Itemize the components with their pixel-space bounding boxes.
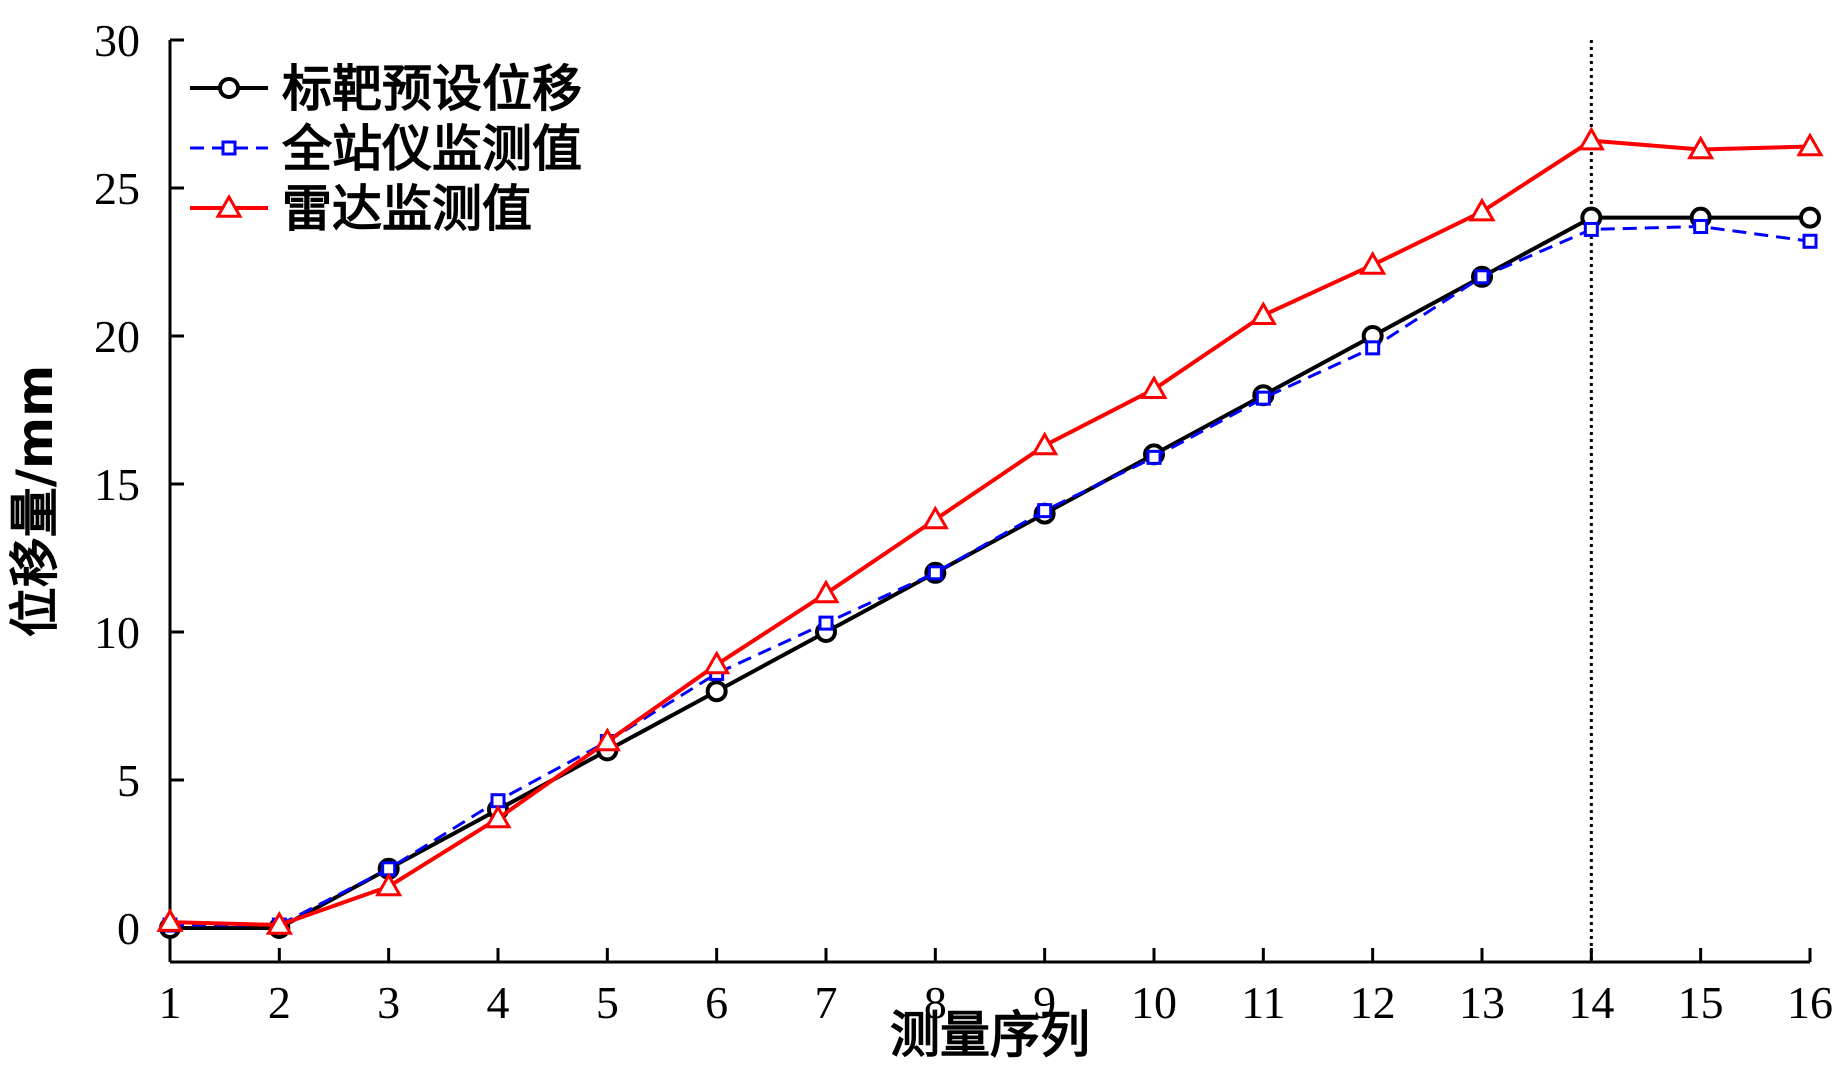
data-point (218, 77, 240, 99)
data-point (1359, 250, 1387, 275)
data-point (1687, 135, 1715, 160)
x-tick-label: 13 (1459, 977, 1505, 1028)
data-point (221, 140, 237, 156)
data-point (1031, 431, 1059, 456)
x-tick-label: 8 (924, 977, 947, 1028)
data-point (1140, 375, 1168, 400)
x-tick-label: 1 (159, 977, 182, 1028)
data-point (593, 727, 621, 752)
data-point (375, 872, 403, 897)
x-tick-label: 4 (487, 977, 510, 1028)
series-layer (156, 126, 1824, 939)
y-tick-label: 15 (94, 459, 140, 510)
x-tick-label: 11 (1241, 977, 1285, 1028)
y-tick-label: 5 (117, 755, 140, 806)
legend-label: 全站仪监测值 (281, 120, 582, 178)
series-1 (159, 206, 1821, 939)
data-point (1365, 340, 1381, 356)
data-point (1249, 301, 1277, 326)
data-point (703, 650, 731, 675)
series-line (170, 224, 1811, 927)
y-tick-label: 10 (94, 607, 140, 658)
legend-label: 雷达监测值 (282, 180, 532, 238)
y-tick-label: 30 (94, 15, 140, 66)
x-tick-label: 9 (1033, 977, 1056, 1028)
data-point (1037, 503, 1053, 519)
legend-entry: 全站仪监测值 (190, 120, 582, 178)
data-point (921, 505, 949, 530)
series-2 (162, 218, 1818, 933)
data-point (1146, 449, 1162, 465)
x-tick-label: 12 (1350, 977, 1396, 1028)
data-point (818, 615, 834, 631)
data-point (1583, 221, 1599, 237)
x-tick-label: 15 (1678, 977, 1724, 1028)
y-tick-label: 25 (94, 163, 140, 214)
data-point (1468, 197, 1496, 222)
x-tick-label: 10 (1131, 977, 1177, 1028)
x-tick-label: 16 (1787, 977, 1833, 1028)
axes (168, 40, 1810, 964)
series-line (170, 215, 1810, 930)
data-point (265, 911, 293, 935)
data-point (812, 579, 840, 604)
x-tick-label: 3 (377, 977, 400, 1028)
x-axis-title: 测量序列 (890, 1006, 1090, 1064)
x-tick-label: 6 (705, 977, 728, 1028)
y-tick-label: 0 (117, 903, 140, 954)
data-point (1802, 233, 1818, 249)
data-point (1577, 126, 1605, 151)
x-tick-label: 7 (815, 977, 838, 1028)
y-tick-label: 20 (94, 311, 140, 362)
legend-entry: 雷达监测值 (190, 180, 532, 238)
data-point (156, 908, 184, 932)
data-point (1799, 206, 1821, 229)
data-point (1474, 269, 1490, 285)
legend-label: 标靶预设位移 (282, 60, 582, 118)
x-tick-label: 5 (596, 977, 619, 1028)
data-point (927, 565, 943, 581)
series-line (169, 138, 1811, 928)
data-point (705, 680, 728, 703)
y-axis-title: 位移量/mm (6, 365, 64, 637)
data-point (1796, 132, 1824, 157)
series-3 (156, 126, 1824, 935)
data-point (1693, 218, 1709, 234)
x-tick-label: 2 (268, 977, 291, 1028)
x-tick-label: 14 (1568, 977, 1614, 1028)
data-point (1255, 390, 1271, 406)
legend-entry: 标靶预设位移 (190, 60, 582, 118)
data-point (215, 193, 243, 218)
data-point (484, 804, 512, 829)
